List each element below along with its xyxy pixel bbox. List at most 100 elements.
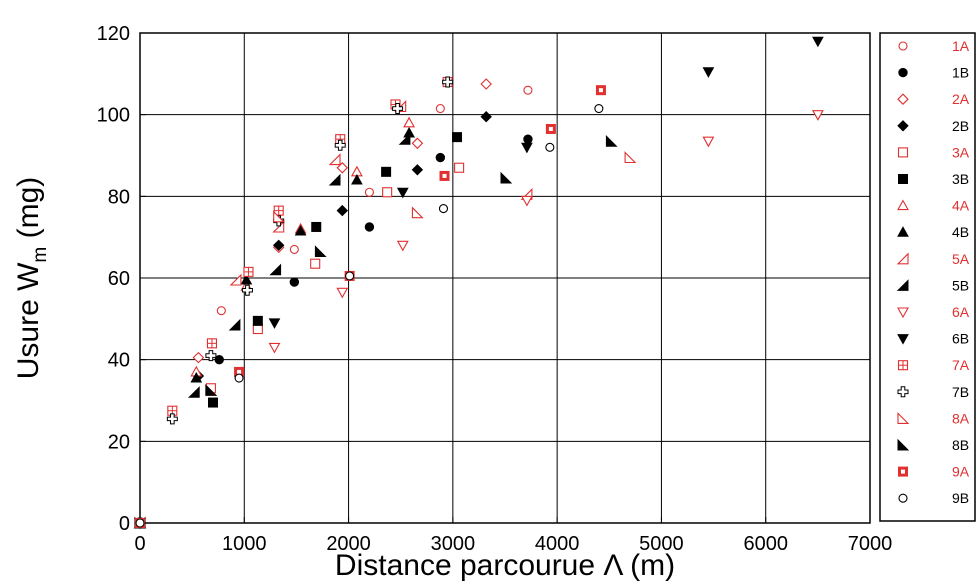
data-point-1a — [523, 85, 533, 95]
data-point-3a — [252, 323, 263, 335]
x-tick-label: 5000 — [639, 533, 684, 555]
legend-box — [879, 32, 976, 522]
data-point-4b — [240, 273, 253, 285]
data-point-1a — [216, 306, 226, 316]
legend-label-2a: 2A — [952, 91, 970, 107]
y-axis-ticks: 0 20 40 60 80 100 120 — [97, 23, 146, 535]
data-point-9b — [438, 204, 449, 214]
data-point-5b — [187, 386, 200, 398]
data-point-5a — [229, 273, 242, 286]
data-point-6a — [396, 240, 409, 252]
data-point-2b — [272, 239, 285, 252]
data-point-1b — [435, 152, 446, 163]
legend-marker-5b — [896, 279, 909, 291]
data-point-8b — [605, 134, 618, 147]
data-point-6b — [268, 318, 281, 329]
data-point-1b — [214, 354, 224, 365]
legend-marker-9a — [898, 466, 908, 477]
y-tick-label: 0 — [119, 513, 130, 535]
data-point-1a — [364, 187, 374, 197]
data-point-7a — [243, 266, 254, 277]
legend-marker-8b — [897, 438, 910, 451]
legend-label-7b: 7B — [952, 384, 969, 400]
data-point-9a — [545, 123, 556, 134]
legend-label-9a: 9A — [952, 464, 970, 480]
data-point-8a — [273, 210, 286, 223]
data-point-8b — [500, 171, 513, 184]
data-point-8b — [314, 245, 327, 257]
legend-marker-1b — [898, 67, 908, 78]
data-point-6a — [811, 110, 824, 121]
data-point-7b — [392, 103, 404, 115]
legend-marker-2b — [897, 120, 909, 132]
data-point-6b — [396, 187, 409, 199]
data-point-1a — [435, 103, 445, 114]
data-point-6b — [702, 67, 715, 78]
legend-marker-3a — [897, 147, 909, 158]
legend-marker-5a — [896, 252, 909, 265]
data-point-9b — [234, 373, 244, 383]
data-point-6b — [812, 36, 824, 48]
x-tick-label: 1000 — [222, 533, 267, 555]
y-tick-label: 100 — [97, 105, 130, 127]
y-tick-label: 120 — [97, 23, 130, 45]
legend-marker-9b — [898, 493, 908, 503]
data-point-8b — [205, 384, 218, 396]
data-point-1b — [523, 134, 533, 144]
legend-label-3a: 3A — [952, 144, 970, 160]
y-axis-title: Usure Wm (mg) — [12, 177, 51, 380]
legend-label-4b: 4B — [952, 224, 969, 240]
data-point-6a — [336, 287, 349, 299]
legend-label-2b: 2B — [952, 118, 969, 134]
data-point-9b — [594, 103, 604, 114]
x-tick-label: 2000 — [326, 533, 371, 555]
data-point-2a — [411, 137, 424, 150]
data-point-7b — [334, 139, 346, 151]
y-tick-label: 40 — [108, 350, 130, 372]
data-point-2a — [480, 78, 492, 90]
data-point-3a — [382, 187, 393, 198]
data-point-6a — [520, 195, 533, 207]
data-point-1a — [289, 244, 299, 254]
legend-label-4a: 4A — [952, 198, 970, 214]
x-axis-ticks: 0 1000 2000 3000 4000 5000 6000 7000 — [134, 517, 892, 555]
legend-marker-1a — [898, 41, 908, 51]
data-point-8a — [624, 151, 637, 164]
y-tick-label: 20 — [108, 431, 130, 453]
legend-marker-8a — [897, 412, 910, 424]
legend-marker-4a — [897, 199, 909, 211]
legend-marker-6b — [897, 334, 909, 345]
data-point-3b — [208, 397, 218, 408]
data-point-8a — [411, 206, 424, 219]
legend: 1A 1B 2A 2B 3A 3B 4A 4B 5A 5B 6A 6B 7A 7B 8A 8B 9A 9B — [879, 32, 976, 522]
legend-marker-6a — [897, 307, 909, 319]
legend-label-6a: 6A — [952, 304, 970, 320]
legend-label-9b: 9B — [952, 490, 969, 506]
data-point-6b — [521, 142, 533, 154]
data-point-5a — [328, 153, 341, 166]
data-point-3a — [454, 162, 465, 173]
data-point-7b — [166, 413, 178, 425]
data-point-2b — [411, 164, 424, 176]
x-tick-label: 3000 — [431, 533, 476, 555]
y-tick-label: 60 — [108, 268, 130, 290]
data-point-3b — [381, 166, 392, 177]
data-point-3a — [310, 258, 321, 269]
data-point-4b — [190, 371, 203, 383]
x-axis-title: Distance parcourue Λ (m) — [335, 549, 675, 582]
data-points — [133, 36, 824, 530]
legend-label-8a: 8A — [952, 410, 970, 426]
data-point-2b — [336, 204, 349, 217]
data-point-7a — [206, 338, 218, 349]
data-point-3b — [252, 315, 263, 326]
legend-marker-7a — [897, 360, 909, 371]
data-point-9b — [345, 271, 355, 281]
legend-marker-2a — [897, 93, 909, 105]
data-point-7b — [205, 350, 217, 362]
data-point-2a — [336, 162, 349, 174]
legend-label-1a: 1A — [952, 38, 970, 54]
legend-label-3b: 3B — [952, 171, 969, 187]
data-point-3b — [452, 132, 463, 143]
data-point-3b — [311, 221, 322, 232]
